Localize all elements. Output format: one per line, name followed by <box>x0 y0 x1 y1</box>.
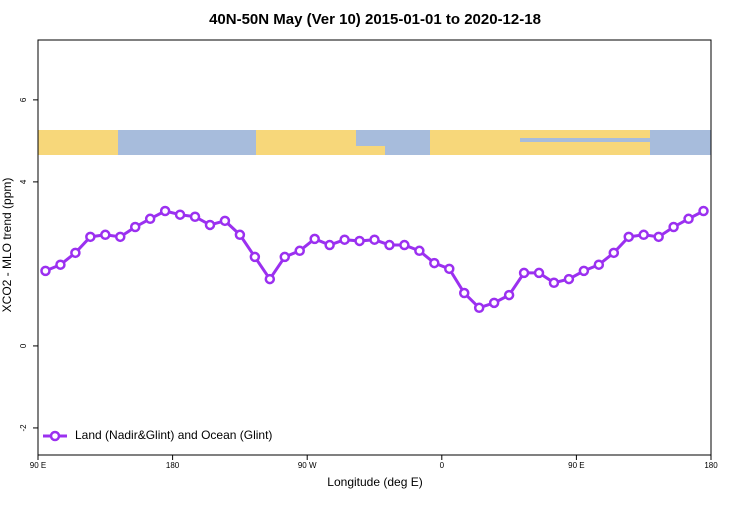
y-axis-label: XCO2 - MLO trend (ppm) <box>0 178 14 313</box>
point <box>279 251 291 263</box>
point <box>174 209 186 220</box>
x-tick-label: 90 W <box>298 461 317 470</box>
point <box>414 245 425 257</box>
point <box>444 263 455 275</box>
point <box>55 259 66 270</box>
point <box>593 259 605 270</box>
point <box>339 234 350 245</box>
point <box>653 231 664 243</box>
x-tick-label: 180 <box>166 461 180 470</box>
x-tick-label: 180 <box>704 461 718 470</box>
plot-frame <box>37 39 712 456</box>
point <box>129 221 141 233</box>
point <box>608 247 620 259</box>
legend-label: Land (Nadir&Glint) and Ocean (Glint) <box>75 428 272 442</box>
map-strip <box>38 130 711 155</box>
point <box>115 231 126 243</box>
x-tick-label: 90 E <box>30 461 46 470</box>
point <box>100 229 111 241</box>
point <box>698 205 709 217</box>
y-tick-label: 4 <box>19 179 28 184</box>
point <box>85 231 96 243</box>
point <box>219 215 231 227</box>
point <box>234 229 246 241</box>
point <box>324 239 335 251</box>
point <box>204 219 216 231</box>
point <box>249 251 261 263</box>
point <box>473 302 485 314</box>
point <box>518 267 530 279</box>
y-tick-label: 0 <box>19 343 28 348</box>
point <box>40 265 51 277</box>
x-tick-label: 0 <box>440 461 445 470</box>
point <box>159 205 171 217</box>
x-axis-label: Longitude (deg E) <box>327 475 422 489</box>
point <box>144 213 156 225</box>
chart-title: 40N-50N May (Ver 10) 2015-01-01 to 2020-… <box>209 11 541 28</box>
point <box>309 233 320 245</box>
point <box>264 273 276 285</box>
point <box>429 257 440 269</box>
point <box>70 247 81 259</box>
point <box>369 234 380 245</box>
point <box>458 287 470 299</box>
point <box>533 267 545 279</box>
point <box>354 235 365 247</box>
x-tick-label: 90 E <box>568 461 584 470</box>
point <box>578 265 590 277</box>
y-tick-label: -2 <box>19 424 28 432</box>
point <box>623 231 634 243</box>
point <box>399 239 410 251</box>
point <box>189 211 201 222</box>
point <box>503 289 515 301</box>
series-line <box>44 209 705 310</box>
point <box>384 239 395 251</box>
y-tick-label: 6 <box>19 97 28 102</box>
point <box>638 229 649 241</box>
point <box>668 221 679 233</box>
legend-marker <box>49 430 61 442</box>
point <box>294 245 305 257</box>
point <box>488 297 500 309</box>
point <box>548 277 560 289</box>
point <box>563 273 575 285</box>
point <box>683 213 694 225</box>
